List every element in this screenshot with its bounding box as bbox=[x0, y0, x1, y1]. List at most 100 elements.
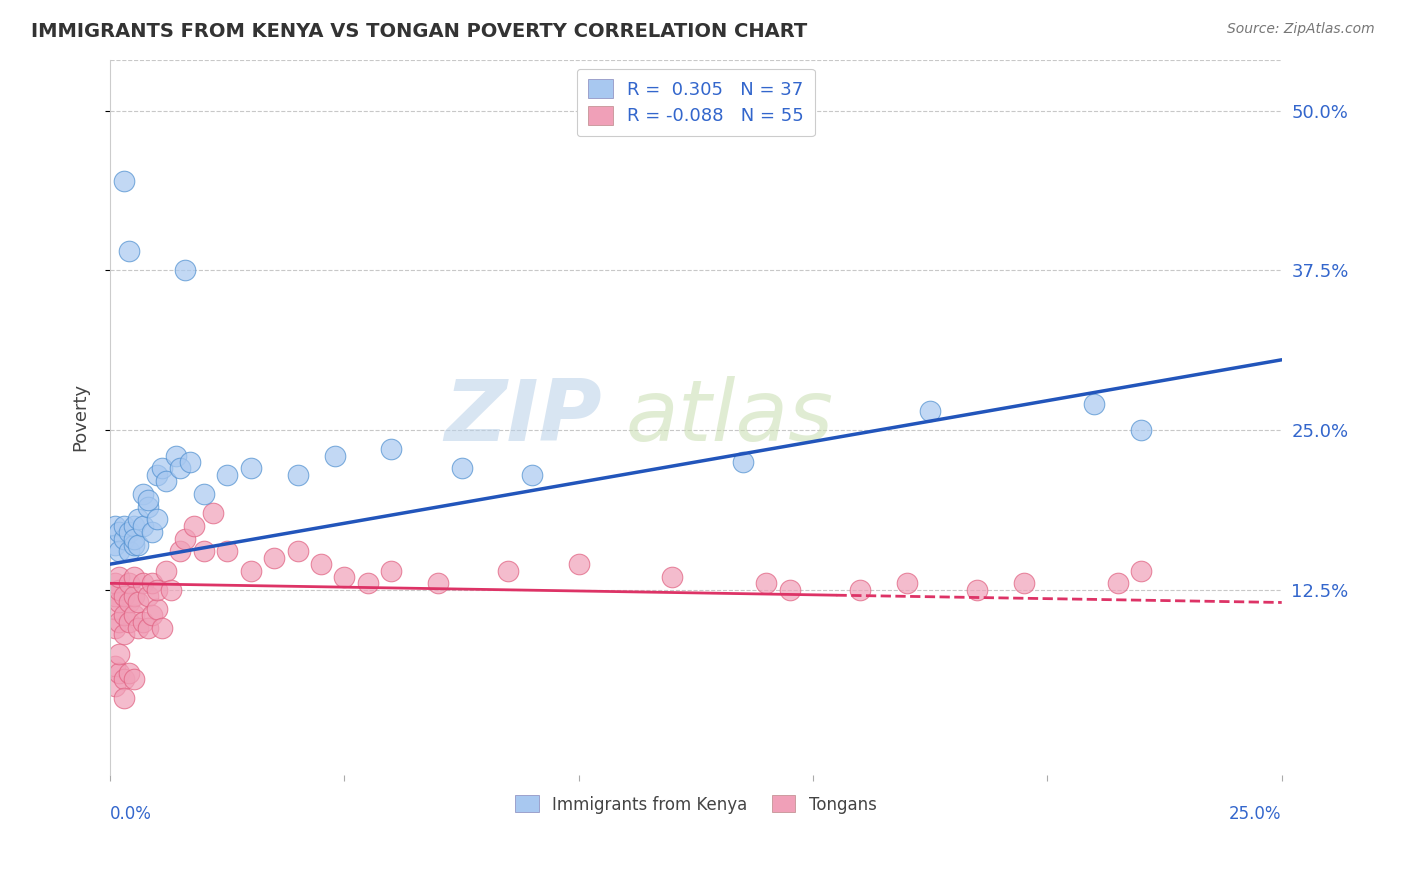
Point bbox=[122, 672, 145, 686]
Point bbox=[155, 474, 177, 488]
Point bbox=[132, 576, 155, 591]
Point bbox=[122, 570, 145, 584]
Point bbox=[169, 461, 191, 475]
Point bbox=[104, 538, 127, 552]
Point bbox=[122, 538, 145, 552]
Point bbox=[136, 621, 159, 635]
Text: atlas: atlas bbox=[626, 376, 834, 458]
Point bbox=[104, 589, 127, 603]
Point bbox=[146, 582, 169, 597]
Point bbox=[122, 519, 145, 533]
Point bbox=[520, 467, 543, 482]
Point bbox=[380, 442, 402, 457]
Point bbox=[104, 602, 127, 616]
Point bbox=[239, 564, 262, 578]
Point bbox=[108, 615, 131, 629]
Point bbox=[112, 532, 135, 546]
Point bbox=[568, 557, 591, 571]
Point bbox=[179, 455, 201, 469]
Point bbox=[118, 615, 141, 629]
Point bbox=[217, 467, 239, 482]
Point bbox=[1130, 564, 1153, 578]
Point bbox=[193, 544, 215, 558]
Point bbox=[323, 449, 346, 463]
Point bbox=[661, 570, 683, 584]
Text: 25.0%: 25.0% bbox=[1229, 805, 1282, 823]
Point bbox=[150, 461, 173, 475]
Point bbox=[155, 564, 177, 578]
Point bbox=[104, 679, 127, 693]
Point bbox=[112, 627, 135, 641]
Point bbox=[112, 589, 135, 603]
Point bbox=[127, 512, 149, 526]
Point bbox=[122, 608, 145, 623]
Point bbox=[309, 557, 332, 571]
Text: ZIP: ZIP bbox=[444, 376, 602, 458]
Point bbox=[108, 544, 131, 558]
Point bbox=[146, 602, 169, 616]
Point bbox=[1012, 576, 1035, 591]
Point bbox=[141, 608, 163, 623]
Point bbox=[217, 544, 239, 558]
Point bbox=[141, 525, 163, 540]
Point bbox=[202, 506, 225, 520]
Point bbox=[122, 589, 145, 603]
Point bbox=[112, 672, 135, 686]
Legend: R =  0.305   N = 37, R = -0.088   N = 55: R = 0.305 N = 37, R = -0.088 N = 55 bbox=[576, 69, 815, 136]
Point bbox=[108, 647, 131, 661]
Point bbox=[239, 461, 262, 475]
Point bbox=[287, 467, 309, 482]
Point bbox=[108, 525, 131, 540]
Point bbox=[427, 576, 450, 591]
Point bbox=[183, 519, 205, 533]
Point bbox=[333, 570, 356, 584]
Point bbox=[150, 621, 173, 635]
Point bbox=[141, 576, 163, 591]
Point bbox=[136, 589, 159, 603]
Point bbox=[1083, 397, 1105, 411]
Point bbox=[287, 544, 309, 558]
Point bbox=[755, 576, 778, 591]
Point bbox=[108, 570, 131, 584]
Point bbox=[1130, 423, 1153, 437]
Point bbox=[146, 512, 169, 526]
Point bbox=[127, 621, 149, 635]
Point bbox=[174, 263, 197, 277]
Point bbox=[104, 576, 127, 591]
Text: 0.0%: 0.0% bbox=[110, 805, 152, 823]
Point bbox=[450, 461, 472, 475]
Point bbox=[136, 493, 159, 508]
Point bbox=[127, 595, 149, 609]
Point bbox=[104, 659, 127, 673]
Point bbox=[174, 532, 197, 546]
Point bbox=[108, 595, 131, 609]
Point bbox=[104, 519, 127, 533]
Point bbox=[118, 576, 141, 591]
Point bbox=[122, 532, 145, 546]
Point bbox=[132, 519, 155, 533]
Point bbox=[112, 608, 135, 623]
Point bbox=[498, 564, 520, 578]
Text: IMMIGRANTS FROM KENYA VS TONGAN POVERTY CORRELATION CHART: IMMIGRANTS FROM KENYA VS TONGAN POVERTY … bbox=[31, 22, 807, 41]
Point bbox=[920, 404, 942, 418]
Point bbox=[112, 174, 135, 188]
Point bbox=[127, 538, 149, 552]
Point bbox=[104, 621, 127, 635]
Point bbox=[146, 467, 169, 482]
Point bbox=[160, 582, 183, 597]
Point bbox=[136, 500, 159, 514]
Point bbox=[779, 582, 801, 597]
Point bbox=[169, 544, 191, 558]
Point bbox=[165, 449, 187, 463]
Point bbox=[193, 487, 215, 501]
Point bbox=[108, 665, 131, 680]
Point bbox=[966, 582, 988, 597]
Point bbox=[118, 544, 141, 558]
Point bbox=[132, 615, 155, 629]
Point bbox=[112, 519, 135, 533]
Point bbox=[132, 487, 155, 501]
Point bbox=[380, 564, 402, 578]
Point bbox=[357, 576, 380, 591]
Text: Source: ZipAtlas.com: Source: ZipAtlas.com bbox=[1227, 22, 1375, 37]
Point bbox=[1107, 576, 1129, 591]
